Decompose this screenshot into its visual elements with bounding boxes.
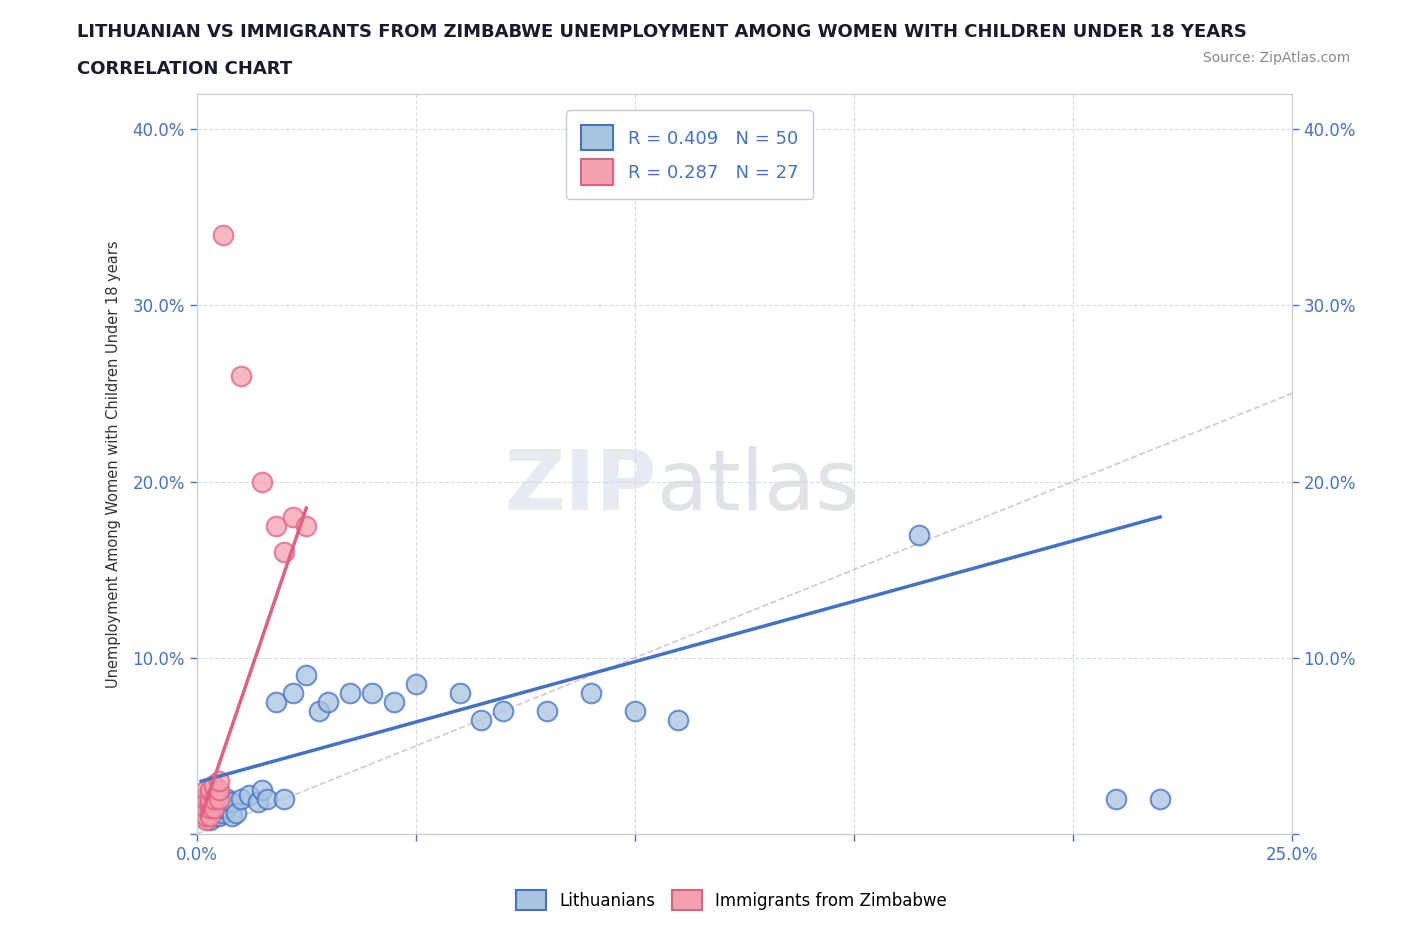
Point [202, 809, 225, 824]
Point [252, 474, 274, 489]
Point [208, 791, 231, 806]
Point [221, 795, 243, 810]
Point [281, 685, 304, 700]
Point [208, 809, 231, 824]
Point [212, 800, 235, 815]
Point [579, 685, 602, 700]
Point [264, 518, 287, 533]
Point [908, 527, 931, 542]
Point [198, 791, 221, 806]
Point [208, 795, 231, 810]
Point [295, 668, 318, 683]
Point [194, 800, 217, 815]
Text: atlas: atlas [657, 445, 858, 526]
Point [208, 800, 231, 815]
Point [190, 800, 212, 815]
Point [198, 782, 221, 797]
Point [217, 791, 239, 806]
Point [668, 712, 690, 727]
Point [382, 695, 405, 710]
Text: LITHUANIAN VS IMMIGRANTS FROM ZIMBABWE UNEMPLOYMENT AMONG WOMEN WITH CHILDREN UN: LITHUANIAN VS IMMIGRANTS FROM ZIMBABWE U… [77, 23, 1247, 41]
Point [339, 685, 361, 700]
Point [190, 809, 212, 824]
Point [190, 800, 212, 815]
Point [361, 685, 384, 700]
Point [198, 800, 221, 815]
Point [273, 545, 295, 560]
Point [273, 791, 295, 806]
Point [190, 795, 212, 810]
Point [198, 805, 221, 820]
Point [308, 703, 330, 718]
Point [194, 805, 217, 820]
Point [194, 795, 217, 810]
Point [198, 800, 221, 815]
Point [198, 809, 221, 824]
Y-axis label: Unemployment Among Women with Children Under 18 years: Unemployment Among Women with Children U… [107, 240, 121, 688]
Point [198, 791, 221, 806]
Point [295, 518, 318, 533]
Point [470, 712, 492, 727]
Point [212, 805, 235, 820]
Point [194, 782, 217, 797]
Point [194, 813, 217, 828]
Point [256, 791, 278, 806]
Point [202, 788, 225, 803]
Point [1149, 791, 1171, 806]
Point [247, 795, 270, 810]
Text: ZIP: ZIP [505, 445, 657, 526]
Point [202, 791, 225, 806]
Point [623, 703, 645, 718]
Point [1105, 791, 1128, 806]
Point [252, 782, 274, 797]
Point [202, 777, 225, 792]
Point [208, 788, 231, 803]
Point [316, 695, 339, 710]
Point [449, 685, 471, 700]
Point [264, 695, 287, 710]
Point [221, 809, 243, 824]
Point [405, 677, 427, 692]
Point [198, 795, 221, 810]
Point [194, 809, 217, 824]
Point [229, 368, 252, 383]
Point [281, 510, 304, 525]
Point [202, 800, 225, 815]
Point [198, 813, 221, 828]
Point [217, 800, 239, 815]
Point [212, 791, 235, 806]
Point [194, 791, 217, 806]
Point [225, 805, 247, 820]
Point [194, 809, 217, 824]
Point [190, 791, 212, 806]
Point [202, 795, 225, 810]
Point [208, 774, 231, 789]
Legend: Lithuanians, Immigrants from Zimbabwe: Lithuanians, Immigrants from Zimbabwe [509, 884, 953, 917]
Point [536, 703, 558, 718]
Text: CORRELATION CHART: CORRELATION CHART [77, 60, 292, 78]
Point [492, 703, 515, 718]
Point [212, 228, 235, 243]
Point [208, 782, 231, 797]
Point [190, 805, 212, 820]
Point [238, 788, 260, 803]
Legend: R = 0.409   N = 50, R = 0.287   N = 27: R = 0.409 N = 50, R = 0.287 N = 27 [567, 111, 813, 200]
Text: Source: ZipAtlas.com: Source: ZipAtlas.com [1202, 51, 1350, 65]
Point [229, 791, 252, 806]
Point [202, 800, 225, 815]
